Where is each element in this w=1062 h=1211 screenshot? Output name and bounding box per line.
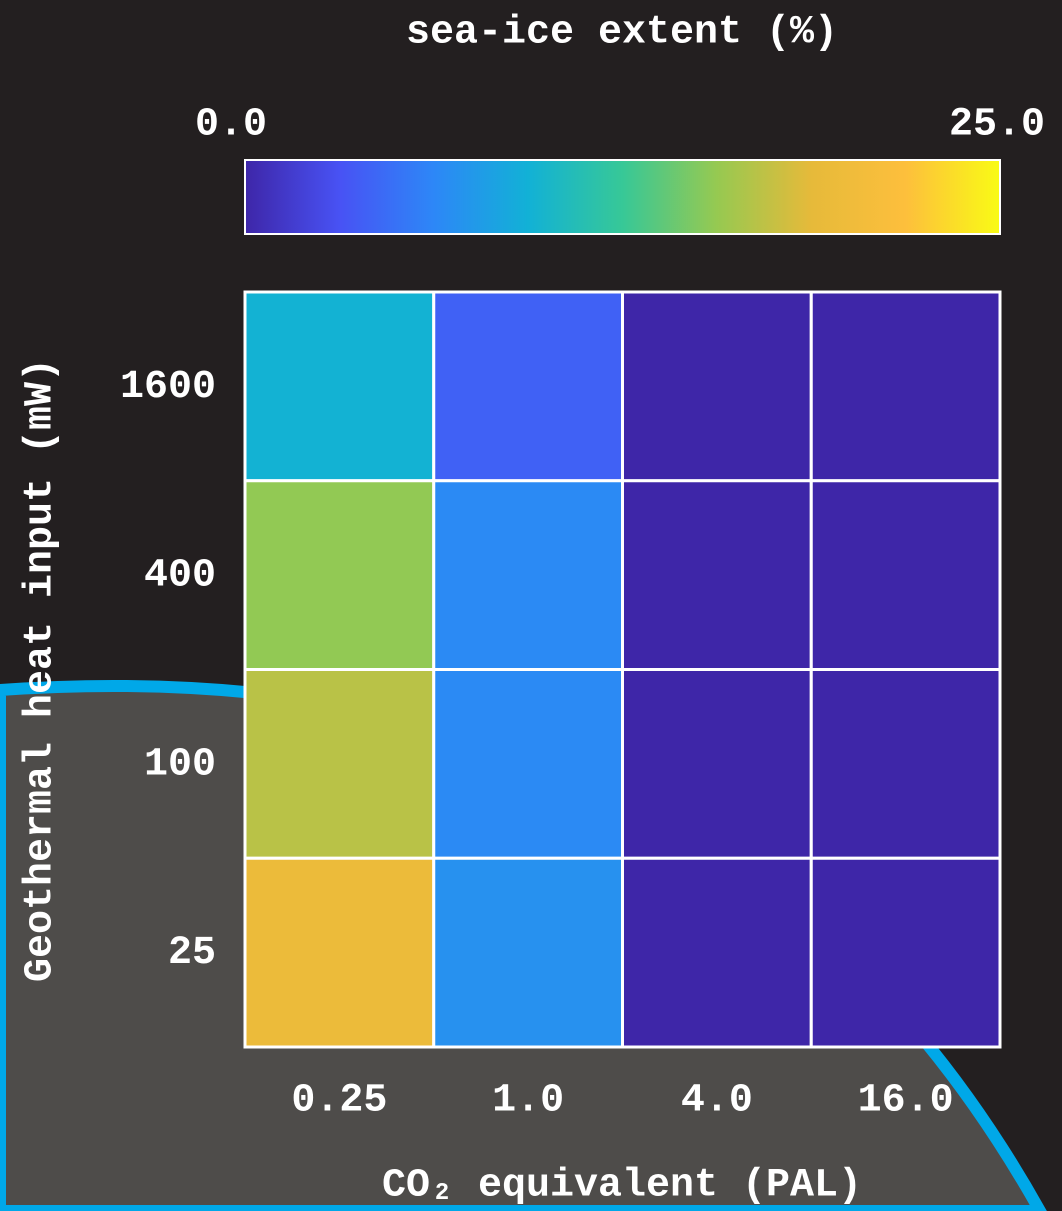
heatmap-cell [434,670,623,859]
x-axis-label: CO₂ equivalent (PAL) [382,1164,862,1209]
heatmap-cell [623,670,812,859]
x-tick-label: 16.0 [858,1079,954,1124]
y-tick-label: 400 [144,554,216,599]
heatmap-cell [434,292,623,481]
colorbar-tick-label: 0.0 [195,103,267,148]
heatmap-cell [245,858,434,1047]
heatmap-cell [811,292,1000,481]
heatmap-cell [245,670,434,859]
heatmap-cell [811,481,1000,670]
heatmap-cell [434,858,623,1047]
heatmap-cell [434,481,623,670]
heatmap-cell [245,481,434,670]
colorbar [245,160,1000,234]
heatmap-cell [245,292,434,481]
colorbar-tick-label: 25.0 [949,103,1045,148]
heatmap-cell [623,481,812,670]
y-tick-label: 25 [168,931,216,976]
x-tick-label: 1.0 [492,1079,564,1124]
chart: sea-ice extent (%) CO₂ equivalent (PAL) … [0,0,1062,1211]
heatmap-cell [811,858,1000,1047]
y-axis-label: Geothermal heat input (mW) [19,358,64,982]
heatmap-cell [623,858,812,1047]
x-tick-label: 4.0 [681,1079,753,1124]
y-tick-label: 1600 [120,365,216,410]
heatmap-cell [623,292,812,481]
y-tick-label: 100 [144,742,216,787]
heatmap-cell [811,670,1000,859]
x-tick-label: 0.25 [291,1079,387,1124]
chart-title: sea-ice extent (%) [406,11,838,56]
